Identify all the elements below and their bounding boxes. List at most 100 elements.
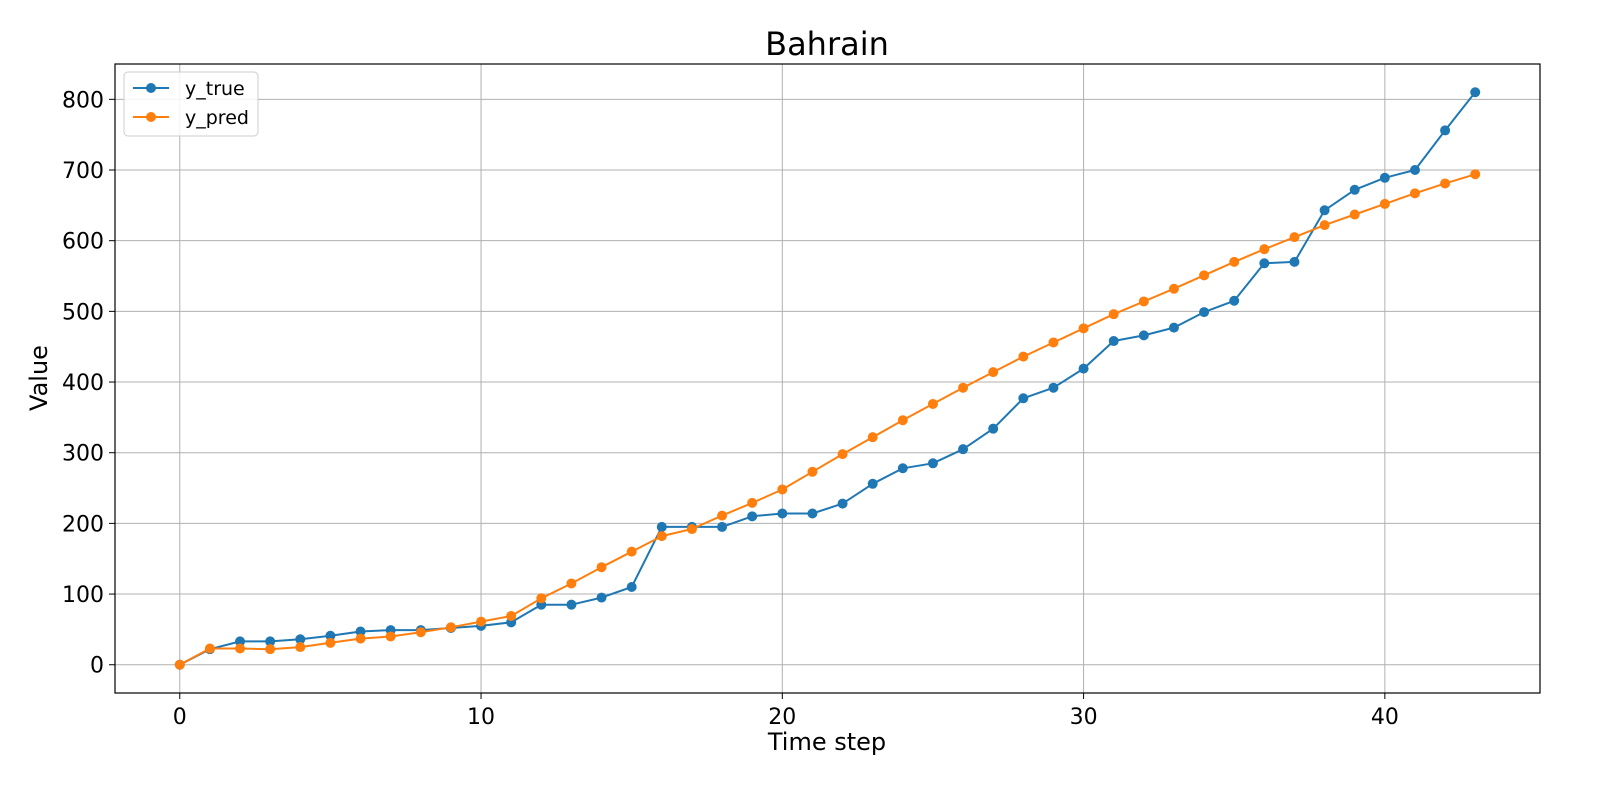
- data-point-y-true: [566, 599, 577, 610]
- data-point-y-true: [777, 508, 788, 519]
- series-line-y-true: [179, 91, 1476, 666]
- data-point-y-true: [295, 634, 306, 645]
- y-tick-label: 700: [62, 159, 104, 184]
- data-point-y-true: [1440, 125, 1451, 136]
- data-point-y-true: [1470, 87, 1481, 98]
- data-point-y-pred: [1018, 351, 1029, 362]
- data-point-y-pred: [325, 637, 336, 648]
- data-point-y-true: [1168, 322, 1179, 333]
- x-tick-label: 30: [1070, 705, 1098, 730]
- data-point-y-true: [958, 444, 969, 455]
- data-point-y-pred: [958, 382, 969, 393]
- legend-marker-y-true: [146, 83, 156, 93]
- data-point-y-true: [807, 508, 818, 519]
- data-point-y-true: [626, 581, 637, 592]
- data-point-y-true: [596, 592, 607, 603]
- data-point-y-pred: [1229, 256, 1240, 267]
- data-point-y-pred: [1199, 270, 1210, 281]
- y-tick-label: 0: [90, 654, 104, 679]
- data-point-y-pred: [235, 643, 246, 654]
- data-point-y-pred: [777, 484, 788, 495]
- data-point-y-pred: [1349, 209, 1360, 220]
- y-tick-label: 200: [62, 512, 104, 537]
- data-point-y-pred: [1379, 198, 1390, 209]
- data-point-y-true: [897, 463, 908, 474]
- data-point-y-true: [1199, 307, 1210, 318]
- data-point-y-pred: [807, 466, 818, 477]
- data-point-y-pred: [1440, 178, 1451, 189]
- data-point-y-true: [927, 458, 938, 469]
- grid: [115, 64, 1540, 693]
- data-point-y-true: [325, 630, 336, 641]
- data-point-y-pred: [1259, 244, 1270, 255]
- data-point-y-pred: [656, 531, 667, 542]
- data-point-y-true: [1349, 184, 1360, 195]
- data-point-y-true: [867, 478, 878, 489]
- legend: y_true y_pred: [123, 71, 259, 137]
- series-line-y-pred: [179, 173, 1476, 666]
- data-point-y-pred: [988, 367, 999, 378]
- data-point-y-true: [988, 423, 999, 434]
- data-point-y-pred: [867, 432, 878, 443]
- data-point-y-pred: [897, 415, 908, 426]
- data-point-y-pred: [445, 622, 456, 633]
- data-point-y-pred: [566, 578, 577, 589]
- data-point-y-true: [1108, 336, 1119, 347]
- data-point-y-true: [1319, 205, 1330, 216]
- data-point-y-true: [265, 636, 276, 647]
- data-point-y-pred: [1470, 169, 1481, 180]
- y-tick-label: 100: [62, 583, 104, 608]
- data-point-y-pred: [355, 633, 366, 644]
- data-point-y-true: [1138, 330, 1149, 341]
- data-point-y-true: [656, 521, 667, 532]
- data-point-y-pred: [717, 510, 728, 521]
- data-point-y-true: [1379, 172, 1390, 183]
- data-point-y-pred: [626, 546, 637, 557]
- data-point-y-pred: [596, 562, 607, 573]
- legend-label-y-true: y_true: [185, 78, 245, 100]
- x-tick-label: 20: [768, 705, 796, 730]
- data-point-y-true: [235, 636, 246, 647]
- data-point-y-pred: [174, 659, 185, 670]
- y-tick-label: 400: [62, 371, 104, 396]
- y-tick-label: 800: [62, 88, 104, 113]
- x-tick-label: 0: [173, 705, 187, 730]
- data-point-y-true: [1048, 382, 1059, 393]
- data-point-y-true: [1078, 363, 1089, 374]
- legend-marker-y-pred: [146, 112, 156, 122]
- data-point-y-pred: [295, 642, 306, 653]
- data-point-y-pred: [204, 643, 215, 654]
- data-point-y-pred: [1108, 309, 1119, 320]
- data-point-y-pred: [265, 644, 276, 655]
- x-tick-label: 40: [1371, 705, 1399, 730]
- legend-label-y-pred: y_pred: [185, 107, 249, 129]
- data-point-y-pred: [536, 593, 547, 604]
- y-tick-label: 300: [62, 442, 104, 467]
- data-point-y-pred: [1319, 220, 1330, 231]
- y-tick-label: 600: [62, 230, 104, 255]
- data-point-y-true: [1259, 258, 1270, 269]
- chart-title: Bahrain: [765, 25, 889, 63]
- data-point-y-pred: [1078, 323, 1089, 334]
- data-point-y-pred: [506, 610, 517, 621]
- data-point-y-pred: [1409, 188, 1420, 199]
- x-tick-label: 10: [467, 705, 495, 730]
- data-point-y-pred: [1048, 337, 1059, 348]
- data-point-y-true: [1409, 165, 1420, 176]
- series-layer: [174, 87, 1481, 670]
- data-point-y-true: [355, 626, 366, 637]
- data-point-y-pred: [747, 497, 758, 508]
- data-point-y-true: [1289, 256, 1300, 267]
- data-point-y-pred: [476, 616, 487, 627]
- plot-frame: [114, 63, 1541, 694]
- data-point-y-pred: [415, 627, 426, 638]
- data-point-y-pred: [1138, 296, 1149, 307]
- data-point-y-pred: [1289, 232, 1300, 243]
- data-point-y-true: [1229, 295, 1240, 306]
- data-point-y-pred: [927, 398, 938, 409]
- data-point-y-true: [717, 521, 728, 532]
- data-point-y-pred: [1168, 283, 1179, 294]
- data-point-y-pred: [837, 449, 848, 460]
